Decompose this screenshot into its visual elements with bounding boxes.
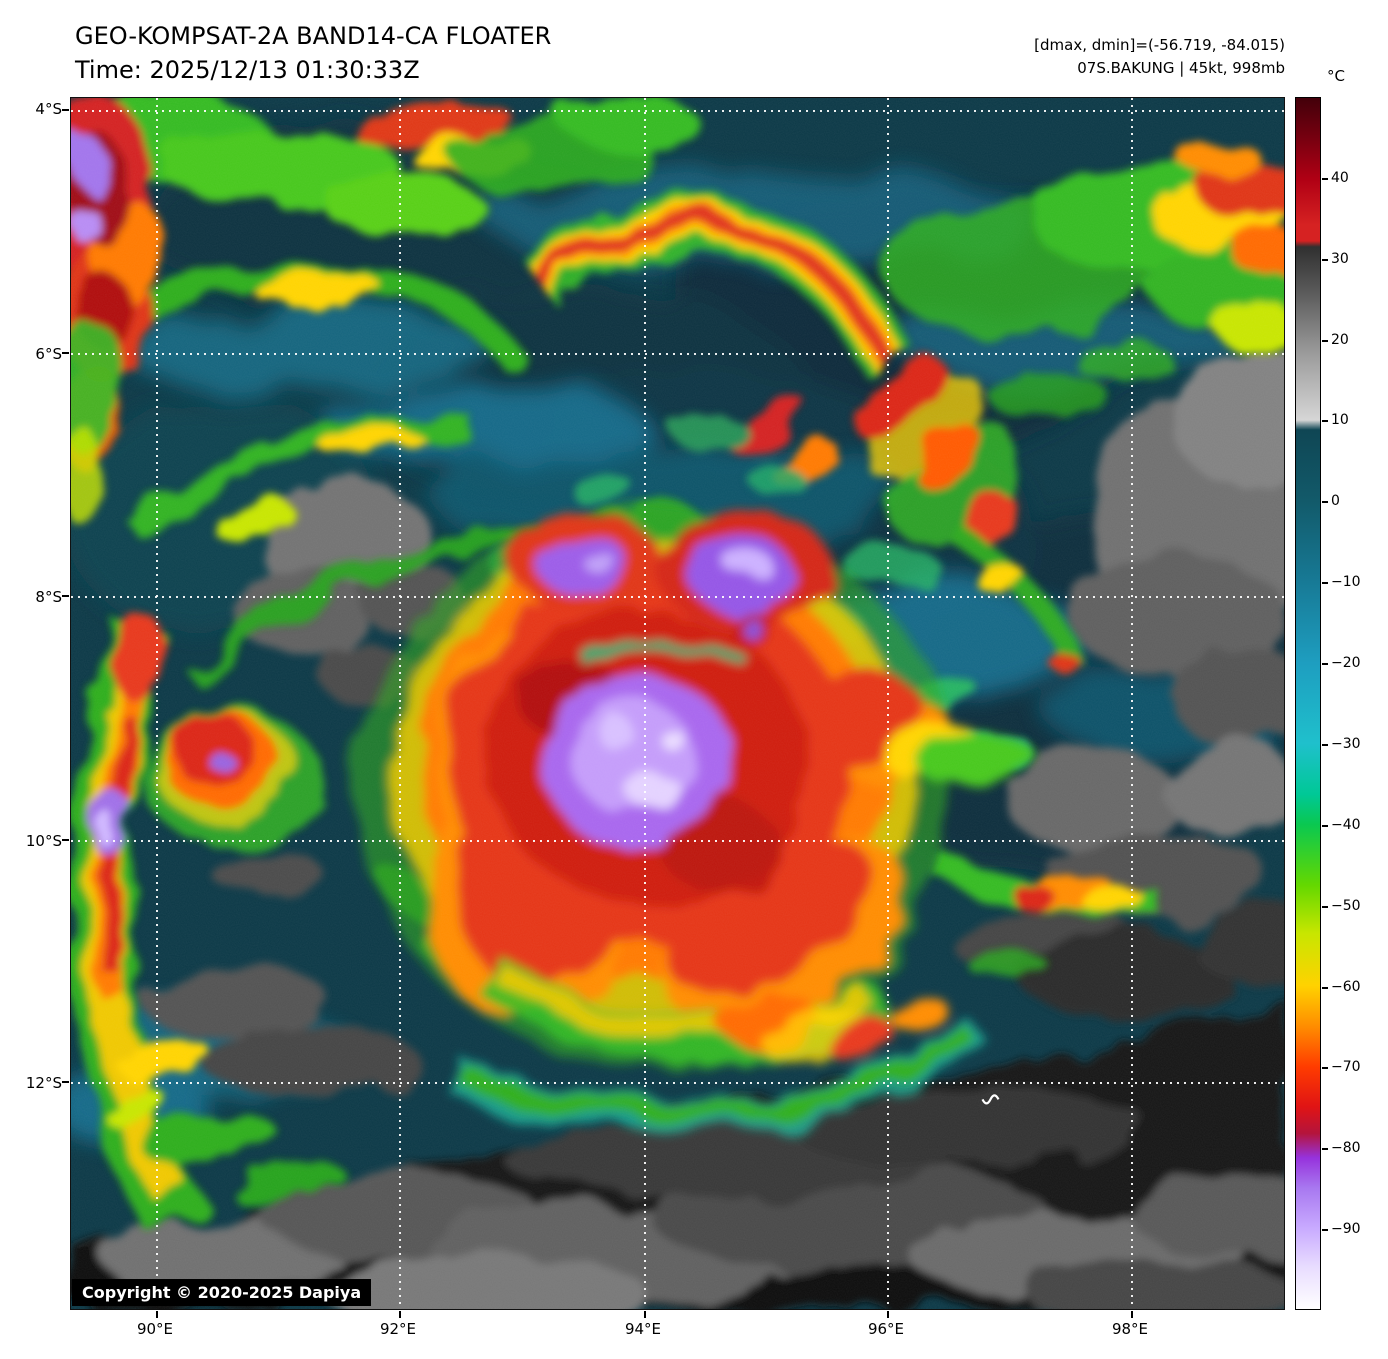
lat-tick-label: 8°S: [35, 588, 62, 606]
lon-tick-label: 96°E: [867, 1320, 905, 1338]
x-tick: [644, 1311, 646, 1318]
gridline-horizontal: [71, 1082, 1284, 1084]
colorbar-tick-label: −40: [1322, 817, 1361, 833]
dmax-dmin-readout: [dmax, dmin]=(-56.719, -84.015): [1034, 36, 1285, 54]
x-tick: [156, 1311, 158, 1318]
gridline-vertical: [887, 98, 889, 1309]
lat-tick-label: 6°S: [35, 345, 62, 363]
lat-tick-label: 10°S: [25, 832, 62, 850]
colorbar-tick-label: 0: [1322, 493, 1340, 509]
satellite-image: [71, 98, 1284, 1309]
colorbar-tick-label: −80: [1322, 1140, 1361, 1156]
colorbar-tick-label: 40: [1322, 170, 1349, 186]
gridline-vertical: [399, 98, 401, 1309]
lon-tick-label: 94°E: [624, 1320, 662, 1338]
plot-title: GEO-KOMPSAT-2A BAND14-CA FLOATER: [75, 22, 552, 50]
gridline-horizontal: [71, 353, 1284, 355]
colorbar-tick-label: −70: [1322, 1059, 1361, 1075]
gridline-horizontal: [71, 596, 1284, 598]
colorbar-tick-label: 10: [1322, 412, 1349, 428]
x-tick: [887, 1311, 889, 1318]
lon-tick-label: 98°E: [1111, 1320, 1149, 1338]
gridline-horizontal: [71, 110, 1284, 112]
satellite-map: Copyright © 2020-2025 Dapiya: [62, 97, 1285, 1318]
lat-tick-label: 12°S: [25, 1074, 62, 1092]
colorbar-tick-label: 30: [1322, 251, 1349, 267]
x-tick: [399, 1311, 401, 1318]
gridline-vertical: [644, 98, 646, 1309]
gridline-vertical: [1131, 98, 1133, 1309]
y-tick: [62, 595, 69, 597]
storm-info: 07S.BAKUNG | 45kt, 998mb: [1077, 59, 1285, 77]
colorbar-tick-label: −10: [1322, 574, 1361, 590]
gridline-horizontal: [71, 840, 1284, 842]
colorbar-unit-label: °C: [1327, 67, 1345, 85]
y-tick: [62, 109, 69, 111]
colorbar-tick-label: −90: [1322, 1221, 1361, 1237]
colorbar-tick-label: 20: [1322, 332, 1349, 348]
colorbar: °C 40 30 20 10 0 −10 −20 −30 −40 −50 −60…: [1295, 67, 1387, 1310]
colorbar-tick-label: −30: [1322, 736, 1361, 752]
x-tick: [1131, 1311, 1133, 1318]
colorbar-gradient: [1295, 97, 1321, 1310]
plot-timestamp: Time: 2025/12/13 01:30:33Z: [75, 56, 420, 84]
lon-tick-label: 90°E: [136, 1320, 174, 1338]
noise-texture: [71, 98, 1284, 1309]
colorbar-tick-label: −20: [1322, 655, 1361, 671]
lat-tick-label: 4°S: [35, 100, 62, 118]
y-tick: [62, 839, 69, 841]
gridline-vertical: [156, 98, 158, 1309]
colorbar-tick-label: −50: [1322, 898, 1361, 914]
copyright-badge: Copyright © 2020-2025 Dapiya: [72, 1279, 372, 1306]
colorbar-tick-label: −60: [1322, 979, 1361, 995]
y-tick: [62, 352, 69, 354]
lon-tick-label: 92°E: [379, 1320, 417, 1338]
y-tick: [62, 1081, 69, 1083]
